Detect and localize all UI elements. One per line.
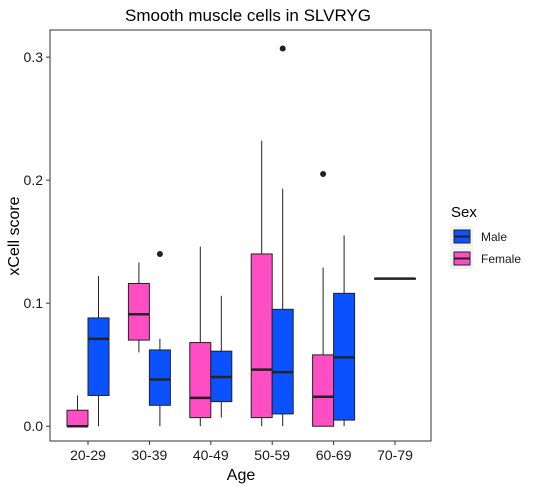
box-iqr	[148, 349, 171, 406]
box-female-30-39	[127, 262, 150, 353]
box-male-20-29	[87, 276, 110, 427]
box-iqr	[189, 342, 212, 419]
box-iqr	[87, 317, 110, 396]
box-male-30-39	[148, 250, 171, 427]
outlier-point	[279, 45, 286, 52]
box-iqr	[312, 354, 335, 427]
y-tick-label: 0.3	[24, 49, 44, 65]
box-iqr	[127, 282, 150, 341]
box-female-20-29	[66, 395, 89, 428]
y-axis-title: xCell score	[6, 196, 23, 275]
box-iqr	[250, 253, 273, 419]
y-axis: 0.0 0.1 0.2 0.3	[24, 49, 50, 434]
legend-label: Female	[481, 252, 521, 266]
plot-panel	[49, 29, 432, 442]
x-tick-label: 50-59	[254, 447, 290, 463]
outlier-point	[320, 170, 327, 177]
box-iqr	[66, 409, 89, 427]
x-tick-label: 40-49	[193, 447, 229, 463]
y-tick-label: 0.2	[24, 172, 44, 188]
boxplot-marks	[66, 45, 416, 428]
legend-label: Male	[481, 230, 507, 244]
x-axis: 20-29 30-39 40-49 50-59 60-69 70-79	[70, 441, 413, 463]
y-tick-label: 0.0	[24, 418, 44, 434]
box-female-60-69	[312, 170, 335, 427]
y-tick-label: 0.1	[24, 295, 44, 311]
box-male-60-69	[333, 235, 356, 427]
legend: Sex Male Female	[450, 204, 521, 269]
legend-entry-male: Male	[450, 226, 507, 247]
x-tick-label: 20-29	[70, 447, 106, 463]
chart-title: Smooth muscle cells in SLVRYG	[125, 6, 371, 25]
x-tick-label: 30-39	[131, 447, 167, 463]
x-tick-label: 70-79	[377, 447, 413, 463]
box-male-50-59	[271, 45, 294, 427]
legend-title: Sex	[451, 204, 477, 221]
box-male-40-49	[210, 295, 233, 418]
legend-entry-female: Female	[450, 248, 521, 269]
x-axis-title: Age	[227, 467, 256, 484]
box-iqr	[271, 308, 294, 415]
outlier-point	[156, 250, 163, 257]
x-tick-label: 60-69	[316, 447, 352, 463]
box-single-group-70-79	[374, 277, 416, 280]
